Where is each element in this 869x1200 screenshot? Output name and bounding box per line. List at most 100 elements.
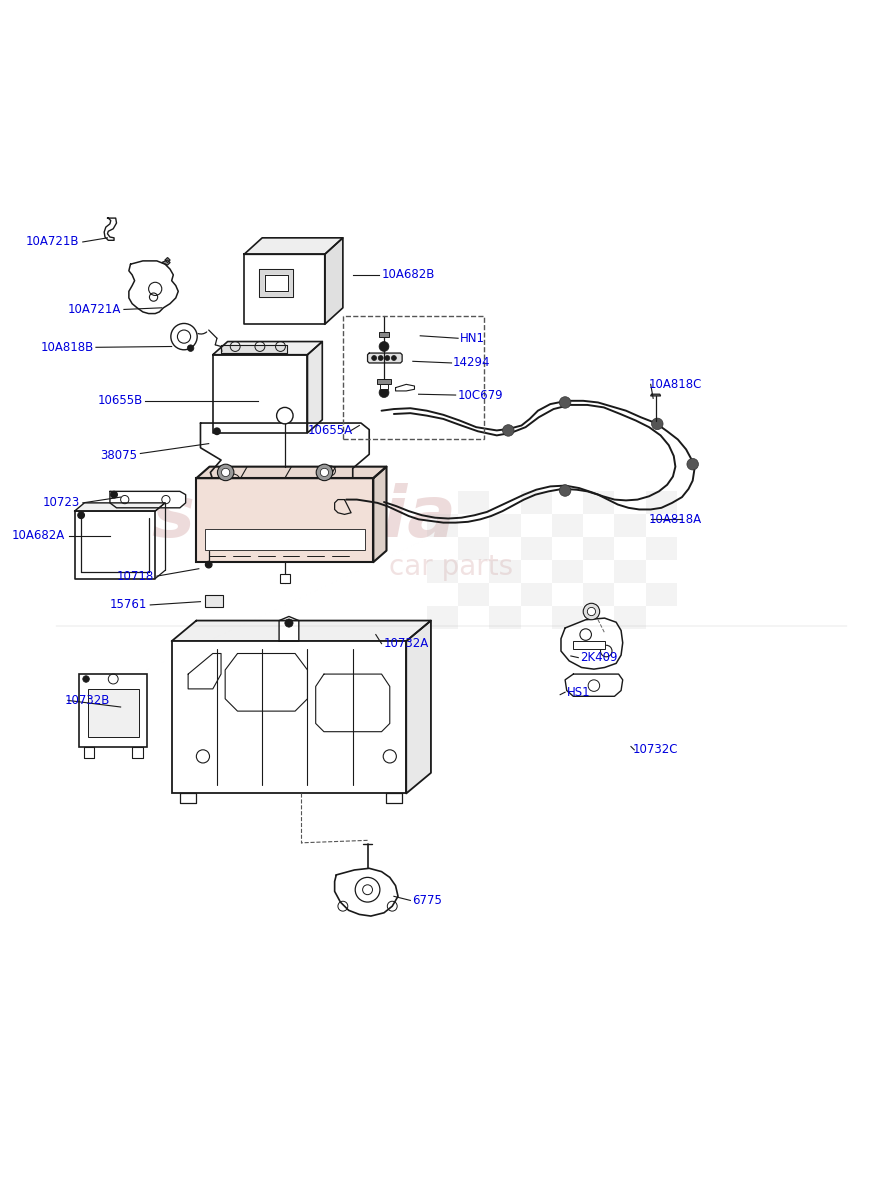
Bar bbox=[458, 583, 488, 606]
Circle shape bbox=[391, 355, 396, 360]
Bar bbox=[551, 514, 582, 536]
Circle shape bbox=[687, 458, 698, 470]
Text: 10A682B: 10A682B bbox=[381, 269, 434, 281]
Text: 10A721A: 10A721A bbox=[67, 302, 121, 316]
Circle shape bbox=[170, 324, 197, 349]
Polygon shape bbox=[279, 617, 298, 641]
Text: 10655A: 10655A bbox=[308, 424, 352, 437]
Polygon shape bbox=[83, 746, 94, 758]
Bar bbox=[573, 641, 604, 649]
Text: 14294: 14294 bbox=[453, 356, 490, 370]
Bar bbox=[488, 606, 520, 629]
Circle shape bbox=[379, 342, 388, 352]
Bar bbox=[488, 514, 520, 536]
Bar bbox=[377, 379, 390, 384]
Bar bbox=[614, 559, 645, 583]
Polygon shape bbox=[162, 260, 169, 265]
Polygon shape bbox=[213, 342, 322, 355]
Circle shape bbox=[384, 355, 389, 360]
Bar bbox=[520, 583, 551, 606]
Polygon shape bbox=[180, 793, 196, 803]
Circle shape bbox=[83, 676, 90, 683]
Text: 15761: 15761 bbox=[109, 599, 147, 612]
Bar bbox=[582, 583, 614, 606]
Polygon shape bbox=[104, 218, 116, 240]
Bar bbox=[458, 491, 488, 514]
Circle shape bbox=[284, 619, 293, 628]
Circle shape bbox=[214, 428, 220, 434]
Circle shape bbox=[217, 464, 234, 481]
Bar bbox=[488, 559, 520, 583]
Polygon shape bbox=[406, 620, 430, 793]
Polygon shape bbox=[373, 467, 386, 562]
Bar bbox=[551, 606, 582, 629]
Polygon shape bbox=[307, 342, 322, 433]
Polygon shape bbox=[315, 674, 389, 732]
Bar bbox=[380, 384, 388, 389]
Bar bbox=[582, 491, 614, 514]
Bar bbox=[79, 674, 147, 746]
Bar bbox=[342, 316, 484, 439]
Circle shape bbox=[651, 418, 662, 430]
Circle shape bbox=[559, 485, 570, 497]
Circle shape bbox=[371, 355, 376, 360]
Polygon shape bbox=[75, 503, 165, 511]
Circle shape bbox=[315, 464, 332, 481]
Text: 10723: 10723 bbox=[43, 497, 79, 509]
Bar bbox=[427, 606, 458, 629]
Circle shape bbox=[502, 425, 514, 437]
Text: 10732B: 10732B bbox=[64, 694, 109, 707]
Bar bbox=[204, 595, 222, 606]
Bar bbox=[233, 433, 254, 448]
Circle shape bbox=[205, 562, 212, 568]
Polygon shape bbox=[213, 355, 307, 433]
Polygon shape bbox=[385, 793, 401, 803]
Polygon shape bbox=[324, 238, 342, 324]
Text: car parts: car parts bbox=[389, 553, 513, 581]
Circle shape bbox=[283, 412, 285, 413]
Polygon shape bbox=[264, 275, 288, 292]
Text: 10732A: 10732A bbox=[382, 637, 428, 650]
Text: 10A818B: 10A818B bbox=[40, 341, 93, 354]
Bar bbox=[645, 536, 676, 559]
Circle shape bbox=[378, 355, 382, 360]
Bar bbox=[427, 514, 458, 536]
Bar bbox=[427, 559, 458, 583]
Bar bbox=[290, 458, 307, 470]
Circle shape bbox=[276, 407, 293, 424]
Polygon shape bbox=[561, 618, 622, 670]
Circle shape bbox=[559, 397, 570, 408]
Polygon shape bbox=[244, 238, 342, 254]
Polygon shape bbox=[225, 654, 307, 712]
Bar bbox=[249, 458, 266, 470]
Circle shape bbox=[110, 491, 117, 498]
Bar bbox=[88, 689, 138, 737]
Polygon shape bbox=[244, 254, 324, 324]
Text: scuncia: scuncia bbox=[150, 484, 455, 552]
Bar bbox=[204, 529, 365, 550]
Text: 2K409: 2K409 bbox=[580, 652, 617, 664]
Polygon shape bbox=[565, 674, 622, 696]
Text: 10A818C: 10A818C bbox=[648, 378, 701, 391]
Bar bbox=[171, 641, 406, 793]
Polygon shape bbox=[259, 269, 293, 298]
Text: 10C679: 10C679 bbox=[457, 389, 502, 402]
Text: HS1: HS1 bbox=[566, 685, 590, 698]
Circle shape bbox=[587, 607, 595, 616]
Text: 10718: 10718 bbox=[116, 570, 153, 583]
Polygon shape bbox=[129, 260, 178, 313]
Text: 38075: 38075 bbox=[100, 450, 137, 462]
Bar bbox=[645, 583, 676, 606]
Circle shape bbox=[187, 344, 194, 352]
Polygon shape bbox=[109, 491, 185, 508]
Text: 10A682A: 10A682A bbox=[11, 529, 64, 542]
Bar bbox=[379, 331, 388, 337]
Polygon shape bbox=[335, 499, 351, 515]
Polygon shape bbox=[188, 654, 221, 689]
Polygon shape bbox=[171, 620, 430, 641]
Polygon shape bbox=[132, 746, 143, 758]
Text: HN1: HN1 bbox=[459, 331, 484, 344]
Bar bbox=[282, 433, 303, 448]
Polygon shape bbox=[196, 467, 386, 478]
Text: 6775: 6775 bbox=[412, 894, 441, 907]
